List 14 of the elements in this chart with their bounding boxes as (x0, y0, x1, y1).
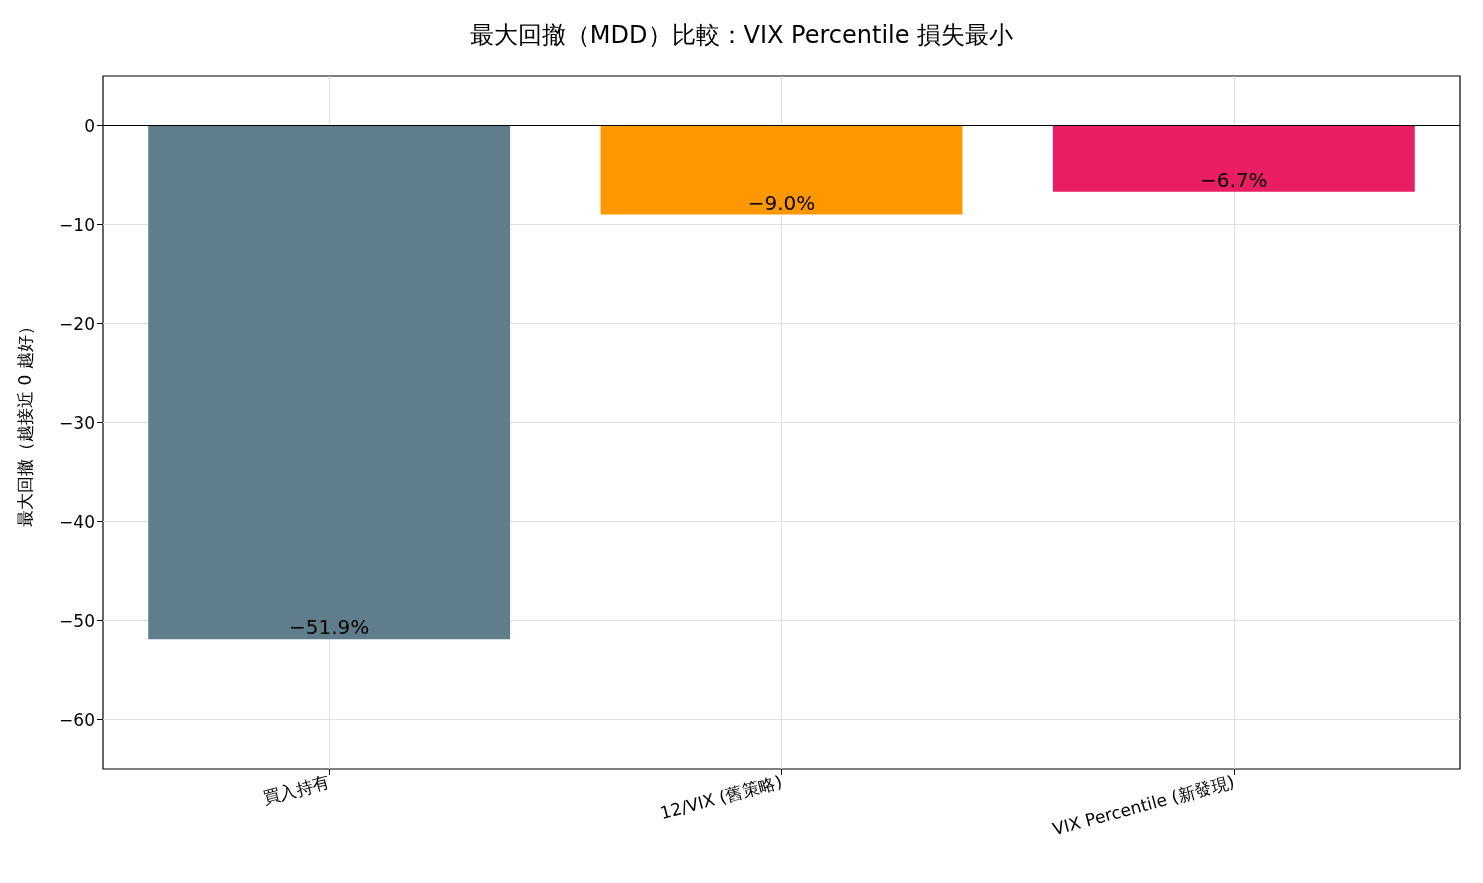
y-tick-label: −30 (59, 412, 95, 433)
y-tick-label: −40 (59, 511, 95, 532)
y-tick-label: −50 (59, 610, 95, 631)
data-label: −9.0% (747, 190, 816, 215)
chart-title: 最大回撤（MDD）比較：VIX Percentile 損失最小 (469, 21, 1014, 49)
y-tick-label: −60 (59, 709, 95, 730)
y-tick-label: 0 (84, 115, 95, 136)
y-tick-label: −10 (59, 214, 95, 235)
x-tick-label: 12/VIX (舊策略) (657, 771, 785, 824)
data-label: −6.7% (1200, 167, 1268, 192)
data-label: −51.9% (289, 615, 370, 640)
x-tick-label: 買入持有 (260, 771, 332, 809)
y-axis-title: 最大回撤（越接近 0 越好） (14, 318, 35, 527)
y-tick-label: −20 (59, 313, 95, 334)
